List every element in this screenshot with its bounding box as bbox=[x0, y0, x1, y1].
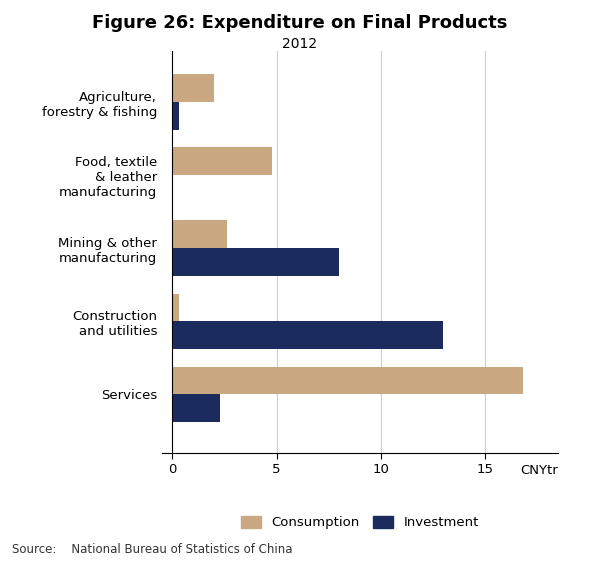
Bar bbox=[172, 294, 179, 321]
Bar bbox=[172, 102, 179, 130]
Bar bbox=[172, 395, 220, 422]
Bar bbox=[172, 367, 523, 395]
Bar bbox=[172, 248, 339, 276]
Text: 2012: 2012 bbox=[283, 37, 317, 51]
Bar bbox=[172, 220, 227, 248]
Text: Source:    National Bureau of Statistics of China: Source: National Bureau of Statistics of… bbox=[12, 543, 293, 556]
Bar bbox=[172, 147, 272, 175]
Text: Figure 26: Expenditure on Final Products: Figure 26: Expenditure on Final Products bbox=[92, 14, 508, 32]
Legend: Consumption, Investment: Consumption, Investment bbox=[236, 511, 484, 535]
Bar bbox=[172, 74, 214, 102]
Bar bbox=[172, 321, 443, 349]
Text: CNYtr: CNYtr bbox=[520, 464, 558, 477]
